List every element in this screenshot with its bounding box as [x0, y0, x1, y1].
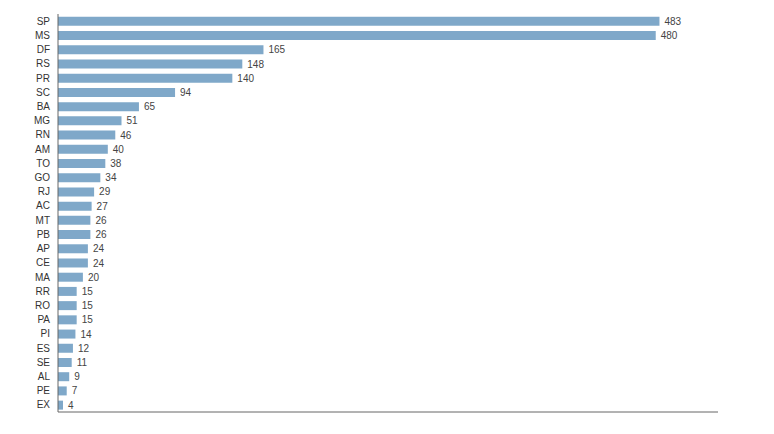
svg-text:MG: MG	[34, 115, 50, 126]
svg-text:483: 483	[664, 16, 681, 27]
svg-text:SE: SE	[37, 357, 51, 368]
svg-text:12: 12	[78, 343, 90, 354]
svg-text:34: 34	[105, 172, 117, 183]
svg-text:PA: PA	[37, 314, 50, 325]
svg-text:SP: SP	[37, 16, 51, 27]
svg-text:7: 7	[72, 385, 78, 396]
svg-text:DF: DF	[37, 44, 50, 55]
svg-text:14: 14	[80, 329, 92, 340]
svg-text:MA: MA	[35, 272, 50, 283]
svg-text:15: 15	[82, 300, 94, 311]
svg-text:140: 140	[237, 73, 254, 84]
svg-text:24: 24	[93, 243, 105, 254]
svg-text:AM: AM	[35, 144, 50, 155]
svg-text:26: 26	[95, 229, 107, 240]
svg-text:24: 24	[93, 258, 105, 269]
svg-text:EX: EX	[37, 399, 51, 410]
svg-text:MS: MS	[35, 30, 50, 41]
svg-text:SC: SC	[36, 87, 50, 98]
svg-text:RJ: RJ	[38, 186, 50, 197]
svg-text:65: 65	[144, 101, 156, 112]
svg-text:4: 4	[68, 400, 74, 411]
svg-text:RR: RR	[36, 286, 50, 297]
svg-text:11: 11	[77, 357, 88, 368]
svg-text:AC: AC	[36, 200, 50, 211]
svg-text:RN: RN	[36, 129, 50, 140]
svg-text:GO: GO	[34, 172, 50, 183]
svg-text:CE: CE	[36, 257, 50, 268]
svg-text:29: 29	[99, 186, 111, 197]
svg-text:MT: MT	[36, 215, 50, 226]
svg-text:PR: PR	[36, 73, 50, 84]
svg-text:26: 26	[95, 215, 107, 226]
svg-text:RS: RS	[36, 58, 50, 69]
svg-text:51: 51	[127, 115, 139, 126]
svg-text:165: 165	[268, 44, 285, 55]
svg-text:94: 94	[180, 87, 192, 98]
svg-text:AP: AP	[37, 243, 51, 254]
svg-text:PE: PE	[37, 385, 51, 396]
svg-text:9: 9	[74, 371, 80, 382]
svg-text:PI: PI	[41, 328, 50, 339]
svg-text:AL: AL	[38, 371, 51, 382]
svg-text:20: 20	[88, 272, 100, 283]
svg-text:RO: RO	[35, 300, 50, 311]
svg-text:ES: ES	[37, 343, 51, 354]
svg-text:27: 27	[97, 201, 109, 212]
svg-text:TO: TO	[36, 158, 50, 169]
svg-text:46: 46	[120, 130, 132, 141]
svg-text:PB: PB	[37, 229, 51, 240]
svg-text:40: 40	[113, 144, 125, 155]
svg-text:38: 38	[110, 158, 122, 169]
svg-text:15: 15	[82, 286, 94, 297]
svg-text:BA: BA	[37, 101, 51, 112]
svg-text:148: 148	[247, 59, 264, 70]
svg-text:15: 15	[82, 314, 94, 325]
svg-text:480: 480	[661, 30, 678, 41]
